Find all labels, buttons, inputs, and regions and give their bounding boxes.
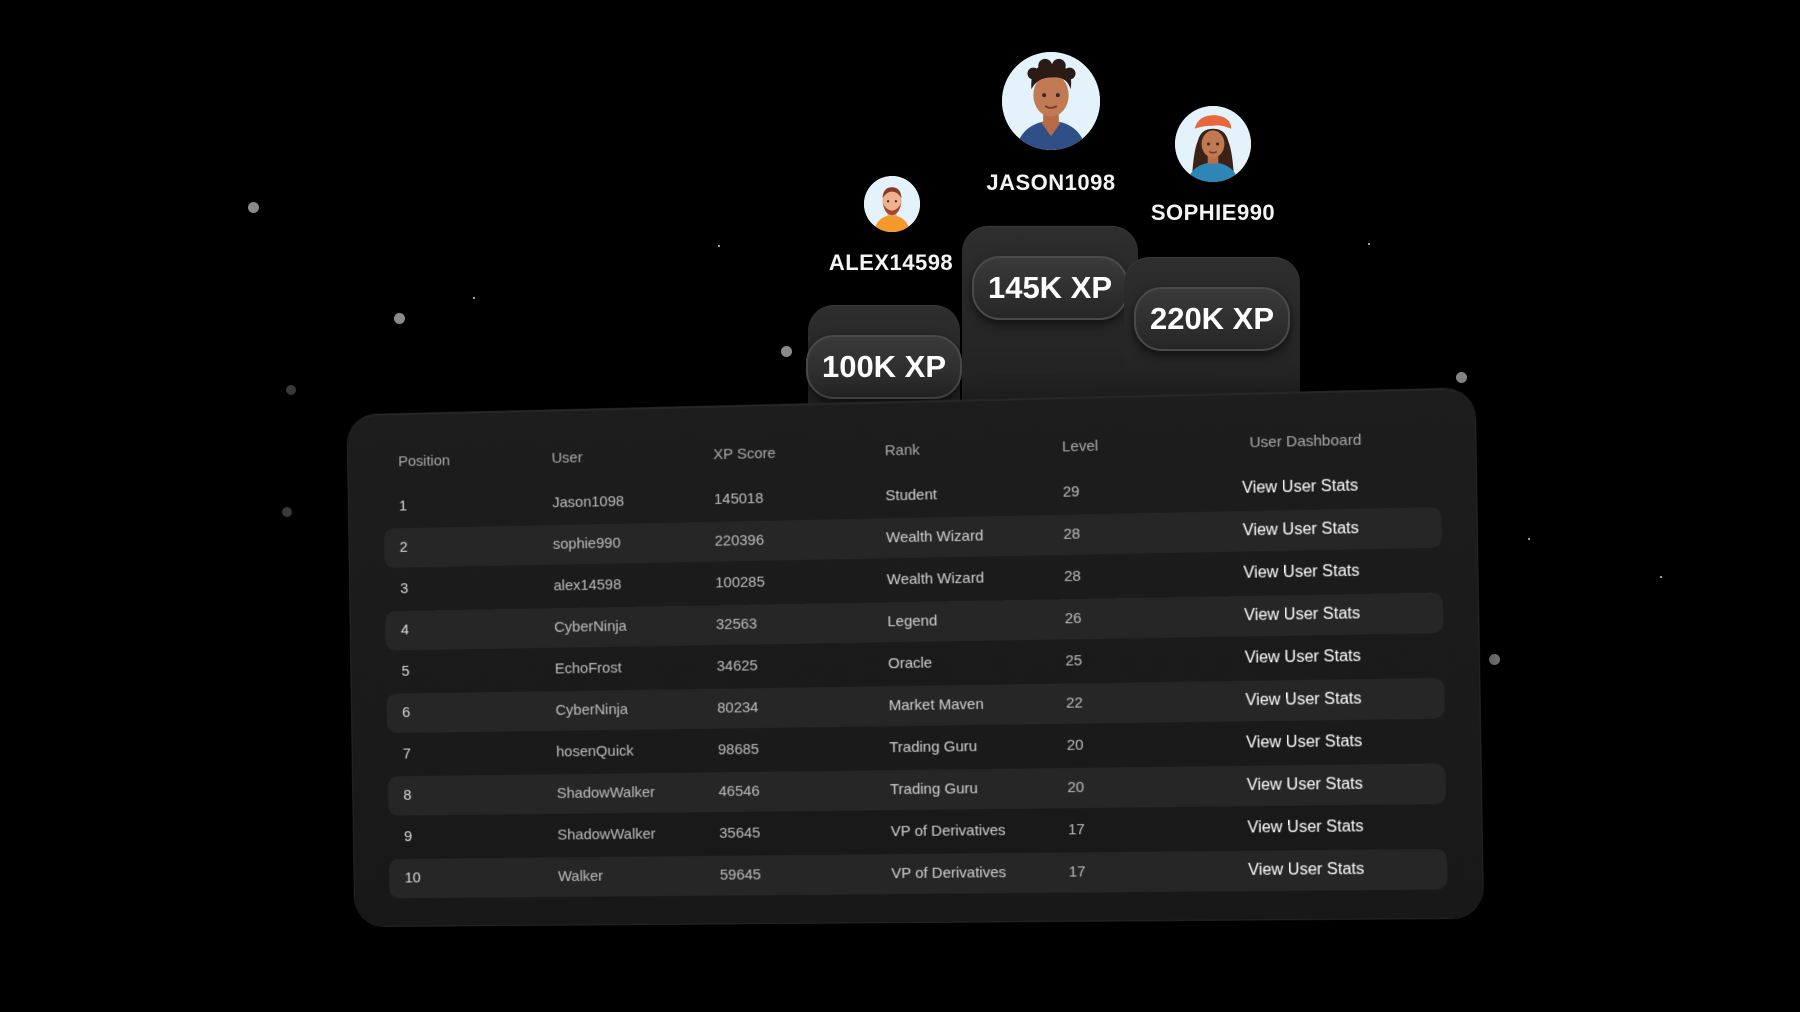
- cell-xp-score: 98685: [717, 740, 760, 759]
- cell-position: 3: [400, 580, 409, 598]
- view-user-stats-link[interactable]: View User Stats: [1241, 477, 1359, 497]
- podium-name-first: JASON1098: [986, 170, 1116, 195]
- cell-rank: Wealth Wizard: [885, 527, 984, 547]
- xp-badge-second: 220K XP: [1133, 287, 1291, 351]
- podium-name-third: ALEX14598: [828, 250, 954, 275]
- avatar-jason-icon: [1002, 52, 1100, 150]
- decor-dot: [286, 385, 296, 395]
- decor-dot: [1489, 654, 1500, 665]
- cell-xp-score: 35645: [719, 824, 761, 842]
- cell-xp-score: 32563: [715, 615, 758, 634]
- cell-rank: Trading Guru: [889, 780, 978, 799]
- cell-rank: Legend: [887, 612, 938, 631]
- xp-badge-third: 100K XP: [805, 335, 963, 399]
- cell-user: CyberNinja: [555, 701, 629, 719]
- avatar-alex-icon: [864, 176, 920, 232]
- decor-dot: [394, 313, 405, 324]
- view-user-stats-link[interactable]: View User Stats: [1248, 860, 1365, 880]
- cell-level: 28: [1063, 567, 1082, 586]
- decor-dot: [248, 202, 259, 213]
- cell-position: 7: [402, 745, 411, 763]
- header-user: User: [551, 449, 583, 467]
- cell-rank: Oracle: [887, 654, 933, 673]
- cell-rank: Wealth Wizard: [886, 569, 985, 589]
- decor-dot: [282, 507, 292, 517]
- cell-position: 2: [399, 538, 408, 556]
- header-rank: Rank: [884, 441, 920, 460]
- view-user-stats-link[interactable]: View User Stats: [1243, 562, 1360, 582]
- cell-rank: Market Maven: [888, 695, 984, 715]
- cell-user: ShadowWalker: [556, 784, 656, 802]
- cell-position: 10: [404, 869, 421, 887]
- cell-rank: Trading Guru: [889, 738, 978, 757]
- decor-dot: [1456, 372, 1467, 383]
- cell-level: 29: [1062, 483, 1080, 501]
- decor-dot: [1368, 243, 1370, 245]
- header-user-dashboard: User Dashboard: [1249, 431, 1362, 452]
- decor-dot: [781, 346, 792, 357]
- cell-xp-score: 80234: [717, 699, 759, 717]
- cell-xp-score: 34625: [716, 657, 758, 675]
- decor-dot: [1660, 576, 1662, 578]
- cell-level: 26: [1064, 609, 1082, 628]
- cell-user: alex14598: [553, 576, 622, 595]
- cell-xp-score: 100285: [715, 573, 765, 592]
- cell-position: 4: [400, 621, 410, 639]
- leaderboard-table: Position User XP Score Rank Level User D…: [347, 388, 1484, 927]
- view-user-stats-link[interactable]: View User Stats: [1243, 605, 1361, 625]
- cell-user: EchoFrost: [554, 659, 622, 678]
- cell-user: CyberNinja: [554, 617, 627, 636]
- decor-dot: [718, 245, 720, 247]
- cell-level: 22: [1065, 694, 1084, 712]
- cell-xp-score: 220396: [714, 531, 765, 550]
- cell-user: hosenQuick: [556, 742, 634, 761]
- avatar-sophie-icon: [1175, 106, 1251, 182]
- cell-user: ShadowWalker: [557, 825, 656, 844]
- cell-xp-score: 46546: [718, 782, 760, 801]
- cell-level: 17: [1067, 821, 1086, 839]
- table-row: 10 Walker 59645 VP of Derivatives 17 Vie…: [388, 848, 1448, 899]
- cell-level: 17: [1068, 863, 1086, 881]
- cell-xp-score: 59645: [719, 866, 762, 884]
- cell-level: 20: [1067, 778, 1085, 797]
- cell-xp-score: 145018: [713, 489, 764, 508]
- view-user-stats-link[interactable]: View User Stats: [1245, 690, 1362, 710]
- view-user-stats-link[interactable]: View User Stats: [1246, 732, 1363, 752]
- cell-position: 9: [403, 828, 413, 846]
- cell-level: 25: [1065, 652, 1083, 670]
- decor-dot: [473, 297, 475, 299]
- podium-name-second: SOPHIE990: [1150, 200, 1276, 225]
- cell-position: 6: [402, 704, 411, 722]
- cell-user: Walker: [557, 867, 604, 886]
- cell-position: 1: [398, 497, 408, 515]
- cell-user: sophie990: [552, 534, 621, 553]
- cell-user: Jason1098: [552, 492, 625, 512]
- cell-level: 28: [1063, 525, 1081, 543]
- header-level: Level: [1061, 437, 1099, 456]
- decor-dot: [1528, 538, 1530, 540]
- header-position: Position: [398, 452, 451, 471]
- header-xp-score: XP Score: [713, 444, 776, 464]
- cell-rank: VP of Derivatives: [891, 864, 1007, 883]
- cell-position: 8: [403, 786, 412, 804]
- cell-position: 5: [401, 662, 410, 680]
- view-user-stats-link[interactable]: View User Stats: [1244, 647, 1362, 667]
- xp-badge-first: 145K XP: [971, 256, 1129, 320]
- cell-level: 20: [1066, 736, 1084, 754]
- view-user-stats-link[interactable]: View User Stats: [1247, 818, 1364, 837]
- cell-rank: Student: [885, 486, 938, 505]
- view-user-stats-link[interactable]: View User Stats: [1246, 775, 1364, 795]
- view-user-stats-link[interactable]: View User Stats: [1242, 519, 1360, 540]
- cell-rank: VP of Derivatives: [890, 821, 1006, 841]
